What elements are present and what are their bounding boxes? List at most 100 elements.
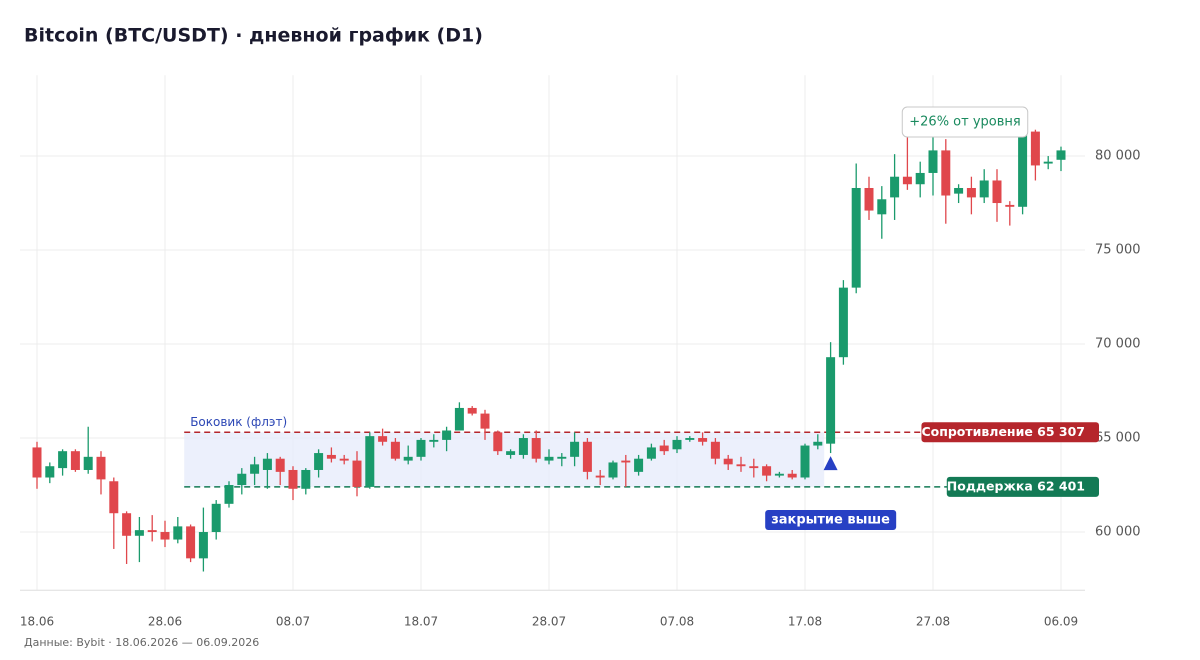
candle-body bbox=[1043, 161, 1053, 164]
candle-body bbox=[275, 458, 285, 472]
candle-body bbox=[442, 430, 452, 440]
candle-body bbox=[83, 456, 93, 470]
candle-body bbox=[928, 150, 938, 173]
candle-body bbox=[800, 445, 810, 478]
candle-body bbox=[262, 458, 272, 470]
candle-body bbox=[403, 456, 413, 461]
candle-body bbox=[506, 451, 516, 455]
candle-body bbox=[390, 441, 400, 459]
candle-body bbox=[774, 473, 784, 476]
range-label: Боковик (флэт) bbox=[190, 415, 287, 429]
chart-title: Bitcoin (BTC/USDT) · дневной график (D1) bbox=[24, 25, 483, 47]
candle-body bbox=[122, 513, 132, 536]
y-tick-label: 65 000 bbox=[1095, 431, 1141, 446]
source-note: Данные: Bybit · 18.06.2026 — 06.09.2026 bbox=[24, 636, 259, 649]
candle-body bbox=[851, 187, 861, 288]
y-tick-label: 60 000 bbox=[1095, 525, 1141, 540]
x-tick-label: 28.06 bbox=[148, 615, 182, 629]
candle-body bbox=[1056, 150, 1066, 160]
candle-body bbox=[838, 287, 848, 358]
candle-body bbox=[736, 464, 746, 467]
candle-body bbox=[480, 413, 490, 429]
candle-body bbox=[813, 441, 823, 446]
candle-body bbox=[902, 176, 912, 185]
x-tick-label: 27.08 bbox=[916, 615, 950, 629]
gain-label-bg bbox=[901, 106, 1029, 138]
candle-body bbox=[723, 458, 733, 465]
candle-body bbox=[762, 466, 772, 476]
candle-body bbox=[941, 150, 951, 196]
candle-body bbox=[70, 451, 80, 470]
y-tick-label: 80 000 bbox=[1095, 149, 1141, 164]
candle-body bbox=[826, 357, 836, 444]
candle-body bbox=[570, 441, 580, 457]
candle-body bbox=[45, 466, 55, 478]
candle-body bbox=[454, 407, 464, 431]
candle-body bbox=[954, 187, 964, 194]
x-tick-label: 18.06 bbox=[20, 615, 54, 629]
candle-body bbox=[659, 445, 669, 452]
candle-body bbox=[352, 460, 362, 487]
support-tag: Поддержка 62 401 bbox=[947, 478, 1085, 493]
candle-body bbox=[160, 532, 170, 540]
resistance-tag-bg bbox=[921, 422, 1099, 443]
candle-body bbox=[301, 469, 311, 489]
candle-body bbox=[250, 464, 260, 474]
candle-body bbox=[147, 530, 157, 533]
resistance-tag: Сопротивление 65 307 bbox=[921, 424, 1085, 439]
candle-body bbox=[915, 172, 925, 185]
candle-body bbox=[339, 458, 349, 461]
candle-body bbox=[365, 436, 375, 487]
candle-body bbox=[96, 456, 106, 480]
candle-body bbox=[710, 441, 720, 459]
candle-body bbox=[173, 526, 183, 540]
x-tick-label: 08.07 bbox=[276, 615, 310, 629]
candle-body bbox=[493, 432, 503, 452]
candle-body bbox=[326, 454, 336, 459]
candle-body bbox=[634, 458, 644, 472]
candle-body bbox=[186, 526, 196, 559]
candle-body bbox=[608, 462, 618, 478]
candle-body bbox=[749, 466, 759, 469]
candle-body bbox=[467, 407, 477, 414]
candle-body bbox=[864, 187, 874, 211]
x-tick-label: 28.07 bbox=[532, 615, 566, 629]
candle-body bbox=[134, 530, 144, 536]
candle-body bbox=[1005, 204, 1015, 207]
candle-body bbox=[1030, 131, 1040, 166]
breakout-marker bbox=[823, 456, 838, 471]
candle-body bbox=[198, 532, 208, 559]
candle-body bbox=[1018, 131, 1028, 207]
candle-body bbox=[672, 439, 682, 450]
y-tick-label: 70 000 bbox=[1095, 337, 1141, 352]
candle-body bbox=[237, 473, 247, 486]
support-tag-bg bbox=[946, 476, 1099, 497]
x-tick-label: 06.09 bbox=[1044, 615, 1078, 629]
candle-body bbox=[211, 503, 221, 533]
candle-body bbox=[646, 447, 656, 459]
candle-body bbox=[966, 187, 976, 198]
gain-label: +26% от уровня bbox=[909, 115, 1020, 130]
breakout-label-bg bbox=[765, 510, 897, 530]
candle-body bbox=[877, 199, 887, 215]
candle-body bbox=[416, 439, 426, 457]
candle-body bbox=[518, 438, 528, 455]
candle-body bbox=[557, 456, 567, 459]
x-tick-label: 18.07 bbox=[404, 615, 438, 629]
candle-body bbox=[698, 438, 708, 442]
candle-body bbox=[429, 439, 439, 442]
candle-body bbox=[890, 176, 900, 198]
candle-body bbox=[685, 438, 695, 440]
candle-body bbox=[288, 469, 298, 489]
x-tick-label: 17.08 bbox=[788, 615, 822, 629]
y-tick-label: 75 000 bbox=[1095, 243, 1141, 258]
candle-body bbox=[314, 453, 324, 470]
candle-body bbox=[992, 180, 1002, 204]
candle-body bbox=[979, 180, 989, 198]
candle-body bbox=[544, 456, 554, 461]
candle-body bbox=[621, 460, 631, 463]
candle-body bbox=[787, 473, 797, 478]
candle-body bbox=[58, 451, 68, 469]
